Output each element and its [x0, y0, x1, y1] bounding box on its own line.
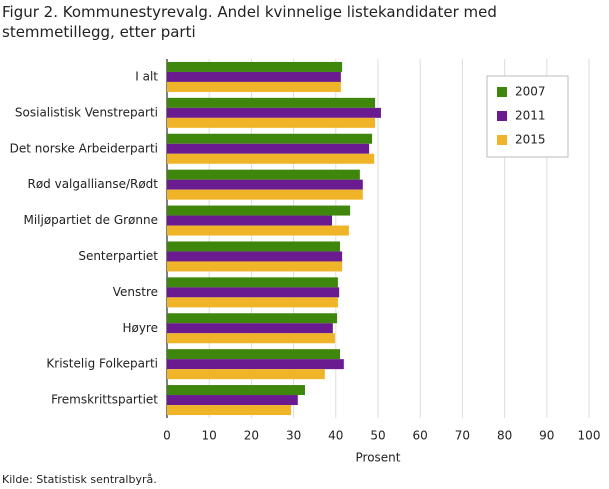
y-tick-label: Miljøpartiet de Grønne	[23, 213, 158, 227]
bar	[167, 61, 343, 72]
bar	[167, 385, 305, 396]
legend-label: 2007	[515, 85, 546, 99]
y-tick-label: Senterpartiet	[78, 249, 158, 263]
y-tick-label: I alt	[135, 69, 158, 83]
y-tick-label: Sosialistisk Venstreparti	[15, 105, 158, 119]
x-tick-label: 80	[497, 429, 512, 443]
y-tick-label: Kristelig Folkeparti	[46, 357, 158, 371]
x-tick-label: 40	[328, 429, 343, 443]
bar	[167, 215, 333, 226]
x-tick-label: 90	[539, 429, 554, 443]
bar	[167, 405, 292, 416]
bar	[167, 323, 333, 334]
y-tick-label: Venstre	[113, 285, 158, 299]
x-tick-label: 10	[202, 429, 217, 443]
bar	[167, 241, 341, 252]
legend-label: 2011	[515, 109, 546, 123]
legend-label: 2015	[515, 133, 546, 147]
x-tick-label: 100	[578, 429, 601, 443]
x-tick-label: 60	[413, 429, 428, 443]
chart-title: Figur 2. Kommunestyrevalg. Andel kvinnel…	[2, 3, 497, 41]
legend-swatch	[497, 135, 507, 145]
bar	[167, 225, 349, 236]
bar	[167, 97, 376, 108]
bar	[167, 117, 376, 128]
bar	[167, 71, 341, 82]
bar	[167, 359, 344, 370]
y-tick-label: Rød valgallianse/Rødt	[27, 177, 158, 191]
bar	[167, 287, 340, 298]
bar	[167, 369, 325, 380]
bar	[167, 349, 341, 360]
x-axis-label: Prosent	[356, 451, 401, 465]
x-tick-label: 20	[244, 429, 259, 443]
x-tick-label: 50	[370, 429, 385, 443]
legend-swatch	[497, 87, 507, 97]
y-tick-label: Fremskrittspartiet	[51, 393, 158, 407]
bar	[167, 205, 351, 216]
x-tick-label: 0	[163, 429, 171, 443]
x-tick-label: 70	[455, 429, 470, 443]
bar	[167, 333, 335, 344]
bar	[167, 277, 338, 288]
bar	[167, 395, 298, 406]
bar	[167, 261, 343, 272]
bar	[167, 107, 381, 118]
bar	[167, 179, 363, 190]
bar	[167, 81, 341, 92]
bar	[167, 251, 343, 262]
x-tick-label: 30	[286, 429, 301, 443]
bar	[167, 133, 373, 144]
source: Kilde: Statistisk sentralbyrå.	[2, 473, 157, 486]
bar	[167, 143, 370, 154]
bar	[167, 297, 338, 308]
y-tick-label: Høyre	[122, 321, 158, 335]
legend-swatch	[497, 111, 507, 121]
bar	[167, 153, 375, 164]
bar	[167, 189, 363, 200]
y-tick-label: Det norske Arbeiderparti	[10, 141, 158, 155]
bar	[167, 169, 360, 180]
bar	[167, 313, 338, 324]
